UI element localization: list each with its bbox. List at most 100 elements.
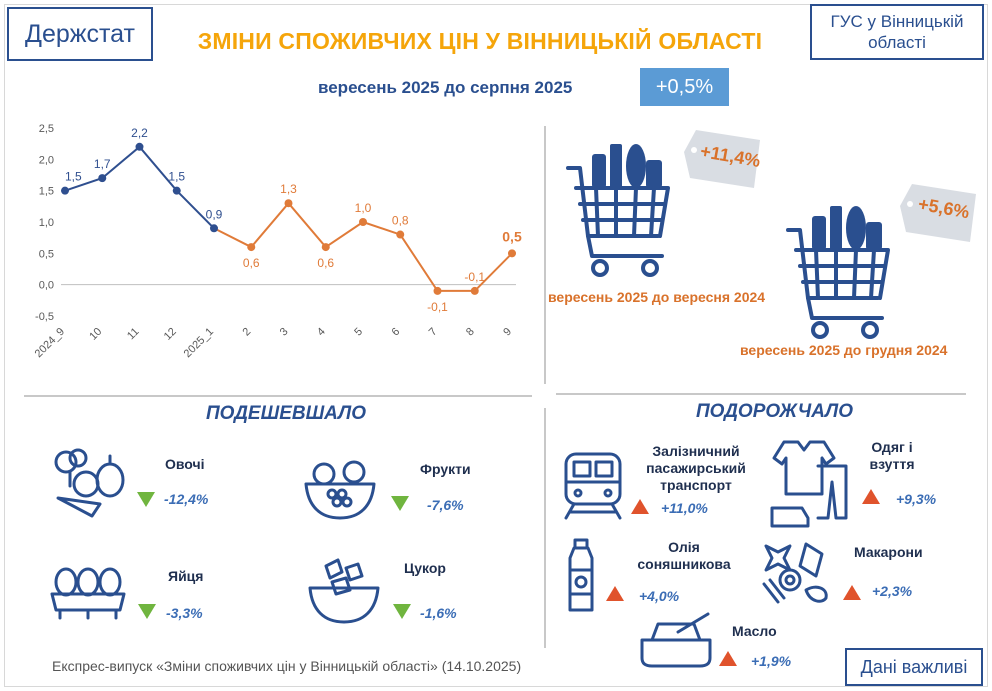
y-tick-label: 2,5 (39, 123, 54, 135)
data-point (433, 286, 442, 295)
pasta-icon (762, 542, 828, 604)
y-tick-label: 1,5 (39, 186, 54, 198)
cheaper-heading: ПОДЕШЕВШАЛО (206, 403, 366, 424)
x-tick-label: 12 (162, 326, 179, 343)
down-arrow-icon (393, 604, 411, 619)
item-value-train: +11,0% (661, 500, 708, 516)
data-label: 1,5 (168, 170, 185, 184)
item-name-vegetables: Овочі (165, 456, 205, 472)
clothes-icon (770, 440, 848, 528)
data-point (172, 186, 181, 195)
item-name-fruit: Фрукти (420, 461, 471, 477)
down-arrow-icon (138, 604, 156, 619)
data-label: -0,1 (464, 270, 485, 284)
up-arrow-icon (843, 585, 861, 600)
org-name-box: ГУС у Вінницькій області (810, 4, 984, 60)
price-tag-icon (684, 130, 760, 188)
data-point (135, 142, 144, 151)
data-label: 0,8 (392, 214, 409, 228)
data-label: 1,3 (280, 182, 297, 196)
data-label: 1,5 (65, 170, 82, 184)
data-label: 0,6 (317, 256, 334, 270)
org-text: ГУС у Вінницькій області (830, 12, 964, 52)
data-label: 2,2 (131, 126, 148, 140)
item-value-sugar: -1,6% (420, 605, 457, 621)
data-point (61, 186, 69, 195)
vertical-divider-bottom (544, 408, 546, 648)
vegetables-icon (54, 448, 125, 518)
fruit-bowl-icon (304, 460, 376, 520)
monthly-change-badge: +0,5% (640, 68, 729, 106)
x-tick-label: 2024_9 (33, 326, 67, 360)
data-point (210, 224, 218, 233)
eggs-icon (50, 567, 126, 620)
data-point (98, 174, 107, 183)
butter-icon (640, 612, 712, 668)
item-name-oil: Олія соняшникова (637, 539, 731, 572)
y-tick-label: 0,0 (39, 280, 54, 292)
train-icon (564, 452, 622, 520)
item-value-pasta: +2,3% (872, 583, 913, 599)
x-tick-label: 8 (464, 326, 477, 339)
item-name-sugar: Цукор (404, 560, 446, 576)
x-tick-label: 3 (278, 326, 291, 339)
up-arrow-icon (606, 586, 624, 601)
data-point (247, 243, 256, 252)
item-value-clothes: +9,3% (896, 491, 937, 507)
x-tick-label: 7 (427, 326, 440, 339)
horizontal-divider-left (24, 395, 532, 397)
item-value-vegetables: -12,4% (164, 491, 209, 507)
data-important-text: Дані важливі (860, 656, 968, 677)
data-point (321, 243, 330, 252)
data-label: 1,0 (355, 201, 372, 215)
data-important-box: Дані важливі (845, 648, 983, 686)
x-tick-label: 2025_1 (182, 326, 216, 360)
item-value-oil: +4,0% (639, 588, 680, 604)
y-tick-label: 2,0 (39, 154, 54, 166)
data-label: -0,1 (427, 300, 448, 314)
shopping-cart-icon (786, 206, 890, 339)
down-arrow-icon (391, 496, 409, 511)
up-arrow-icon (719, 651, 737, 666)
item-name-eggs: Яйця (168, 568, 204, 584)
pricier-heading: ПОДОРОЖЧАЛО (696, 401, 853, 422)
oil-bottle-icon (568, 538, 594, 612)
sugar-icon (308, 558, 380, 624)
data-point (470, 286, 479, 295)
x-tick-label: 11 (125, 326, 142, 343)
x-tick-label: 2 (241, 326, 254, 339)
x-tick-label: 5 (352, 326, 365, 339)
footer-note: Експрес-випуск «Зміни споживчих цін у Ві… (52, 658, 522, 674)
monthly-change-value: +0,5% (655, 75, 714, 98)
vertical-divider-top (544, 126, 546, 384)
item-value-fruit: -7,6% (427, 497, 464, 513)
y-tick-label: 0,5 (39, 248, 54, 260)
data-point (359, 218, 367, 226)
item-name-pasta: Макарони (854, 544, 923, 560)
data-label: 0,9 (206, 207, 223, 221)
data-point (508, 249, 516, 258)
data-label: 0,6 (243, 256, 260, 270)
x-tick-label: 6 (390, 326, 403, 339)
y-tick-label: 1,0 (39, 217, 54, 229)
logo-derzhstat: Держстат (7, 7, 153, 61)
item-value-butter: +1,9% (751, 653, 792, 669)
data-label: 1,7 (94, 157, 111, 171)
logo-text: Держстат (25, 19, 135, 48)
monthly-label: вересень 2025 до серпня 2025 (318, 78, 573, 97)
data-label: 0,5 (502, 228, 522, 244)
item-value-eggs: -3,3% (166, 605, 203, 621)
y-tick-label: -0,5 (35, 311, 54, 323)
page-frame (4, 4, 988, 687)
series-line-2024 (64, 145, 215, 229)
x-tick-label: 10 (87, 326, 104, 343)
down-arrow-icon (137, 492, 155, 507)
item-name-train: Залізничний пасажирський транспорт (646, 443, 746, 493)
horizontal-divider-right (556, 393, 966, 395)
item-name-clothes: Одяг і взуття (869, 439, 915, 472)
data-point (396, 230, 405, 239)
page-title: ЗМІНИ СПОЖИВЧИХ ЦІН У ВІННИЦЬКІЙ ОБЛАСТІ (197, 28, 763, 54)
x-tick-label: 9 (501, 326, 514, 339)
shopping-cart-icon (566, 144, 670, 277)
item-name-butter: Масло (732, 623, 777, 639)
